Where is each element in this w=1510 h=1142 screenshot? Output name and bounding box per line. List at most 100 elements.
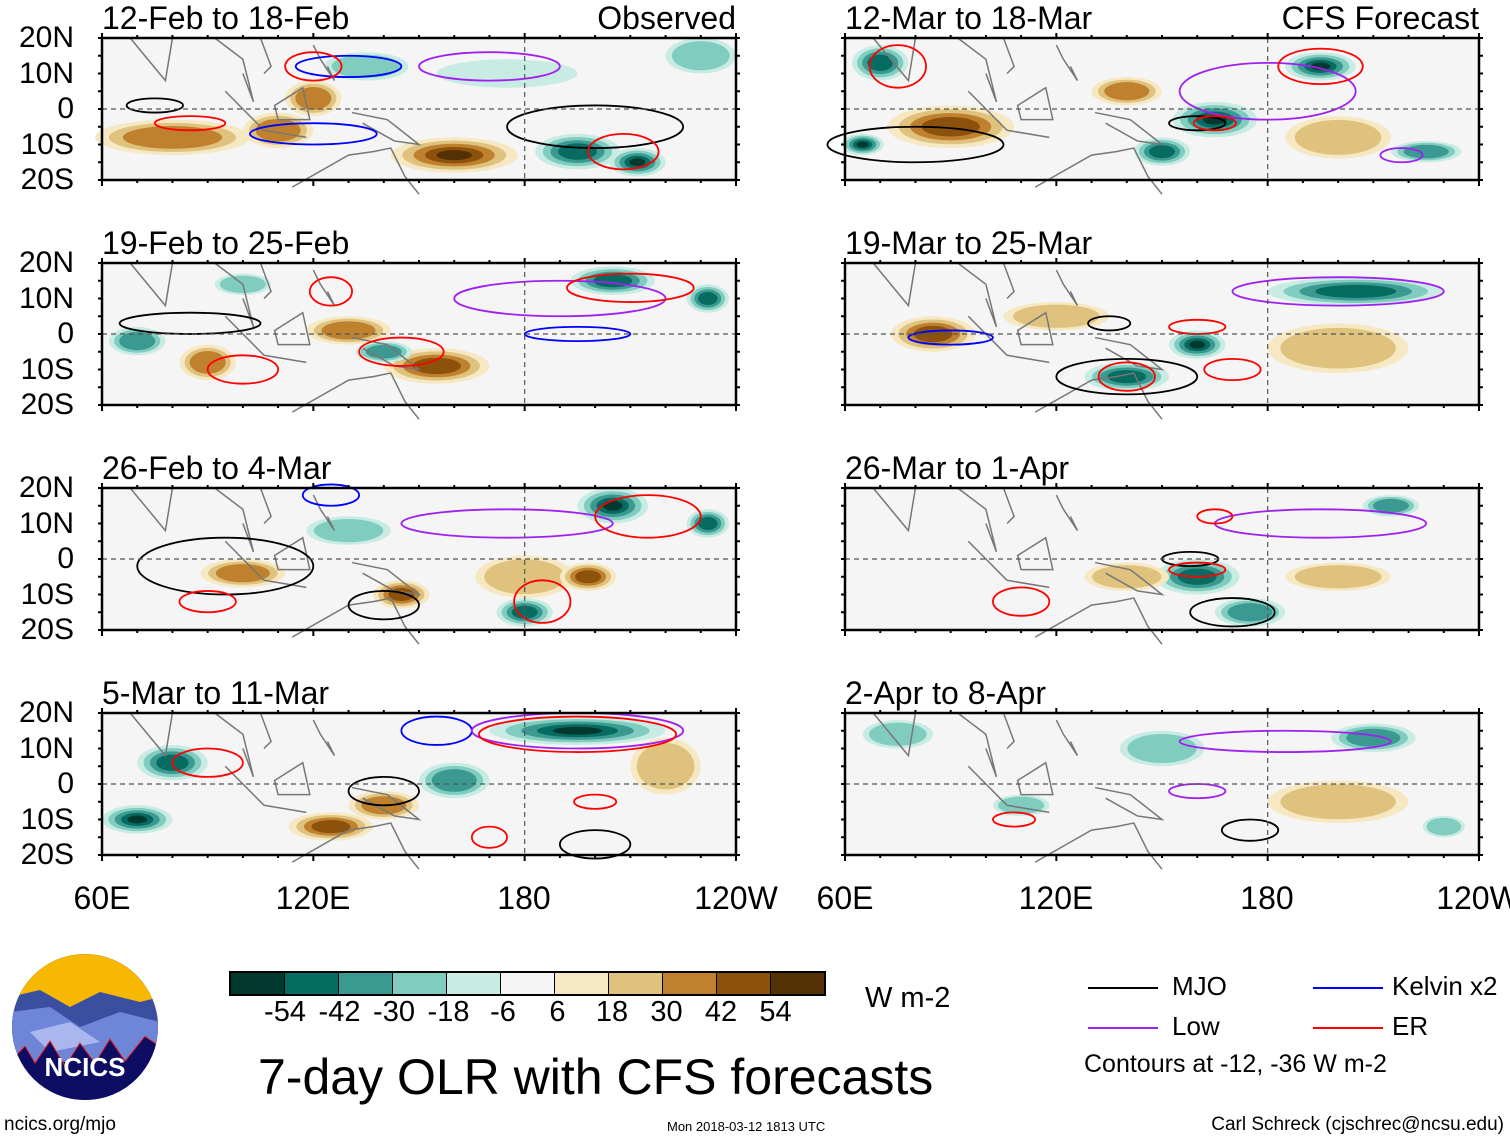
y-tick-label: 20N <box>18 21 74 54</box>
kelvin-contour <box>294 54 403 78</box>
contour-note: Contours at -12, -36 W m-2 <box>1084 1050 1387 1078</box>
olr-blob <box>1013 304 1100 328</box>
olr-blob <box>1372 498 1409 513</box>
olr-blob <box>1426 817 1462 836</box>
olr-blob <box>431 769 477 792</box>
olr-blob <box>698 291 718 306</box>
olr-blob <box>856 141 869 148</box>
olr-blob <box>1280 784 1396 820</box>
legend-er-line <box>1313 1027 1383 1029</box>
y-tick-label: 0 <box>57 92 74 125</box>
er-contour <box>513 579 572 624</box>
colorbar-swatch <box>285 973 339 994</box>
map-panel <box>98 708 740 870</box>
olr-anomalies <box>109 266 729 384</box>
y-tick-label: 10N <box>18 731 74 765</box>
panel-title: 12-Mar to 18-Mar <box>845 0 1093 36</box>
olr-blob <box>484 559 566 595</box>
y-tick-label: 10S <box>20 127 74 161</box>
olr-blob <box>295 86 332 110</box>
coastline <box>872 262 1165 420</box>
coastline <box>872 712 1165 870</box>
y-tick-label: 20S <box>20 613 74 646</box>
olr-blob <box>331 54 401 79</box>
olr-blob <box>1294 119 1382 155</box>
y-tick-label: 10S <box>20 352 74 386</box>
legend-mjo-line <box>1088 987 1158 989</box>
er-contour <box>868 44 927 89</box>
er-contour <box>358 336 445 367</box>
olr-blob <box>1092 565 1162 589</box>
olr-blob <box>313 518 384 543</box>
er-contour <box>1277 47 1364 86</box>
colorbar-tick-label: 6 <box>549 996 566 1028</box>
colorbar-swatch <box>771 973 824 994</box>
mjo-contour <box>347 590 420 621</box>
er-contour <box>308 276 353 307</box>
kelvin-contour <box>523 326 632 343</box>
y-tick-label: 10S <box>20 577 74 611</box>
mjo-contour <box>1220 818 1280 842</box>
er-contour <box>573 793 618 810</box>
y-tick-label: 10S <box>20 802 74 836</box>
er-contour <box>1097 361 1156 392</box>
colorbar-swatch <box>339 973 393 994</box>
er-contour <box>470 825 508 849</box>
mjo-contour <box>1087 315 1132 332</box>
olr-blob <box>867 54 894 72</box>
colorbar-tick-label: 54 <box>759 996 792 1028</box>
figure-title: 7-day OLR with CFS forecasts <box>258 1049 934 1105</box>
colorbar-swatch <box>501 973 555 994</box>
footer-timestamp: Mon 2018-03-12 1813 UTC <box>667 1119 826 1134</box>
er-contour <box>178 590 237 614</box>
er-contour <box>1192 115 1237 132</box>
kelvin-contour <box>301 483 361 507</box>
olr-anomalies <box>890 277 1444 391</box>
er-contour <box>594 494 702 539</box>
map-panel <box>841 708 1483 870</box>
y-tick-label: 10N <box>18 56 74 90</box>
olr-blob <box>1189 340 1206 349</box>
colorbar-tick-label: 30 <box>650 996 683 1028</box>
colorbar-swatch <box>555 973 609 994</box>
olr-blob <box>189 351 226 374</box>
forecast-label: CFS Forecast <box>1281 0 1479 36</box>
panel-title: 12-Feb to 18-Feb <box>102 0 350 36</box>
mjo-contour <box>1055 357 1199 396</box>
footer-url: ncics.org/mjo <box>4 1114 116 1135</box>
er-contour <box>1203 357 1262 382</box>
olr-blob <box>998 796 1045 815</box>
olr-blob <box>119 332 156 351</box>
coastline <box>129 487 422 645</box>
er-contour <box>153 115 227 132</box>
olr-blob <box>1149 145 1175 159</box>
map-panel <box>98 258 740 420</box>
footer-credit: Carl Schreck (cjschrec@ncsu.edu) <box>1211 1114 1504 1135</box>
mjo-contour <box>558 829 632 860</box>
colorbar-swatch <box>393 973 447 994</box>
olr-blob <box>575 570 602 584</box>
olr-anomalies <box>102 716 701 841</box>
er-contour <box>992 586 1051 617</box>
colorbar-tick-label: -6 <box>490 996 516 1028</box>
map-panel <box>841 483 1483 645</box>
kelvin-contour <box>249 122 378 146</box>
er-contour <box>171 747 244 778</box>
mjo-contour <box>506 104 685 149</box>
er-contour <box>992 811 1037 828</box>
olr-blob <box>552 726 603 735</box>
olr-blob <box>1403 144 1449 159</box>
kelvin-contour <box>907 329 994 346</box>
map-panel <box>94 33 740 195</box>
x-tick-label: 120W <box>1436 880 1510 916</box>
colorbar-tick-label: -30 <box>373 996 415 1028</box>
map-panel <box>841 258 1483 420</box>
mjo-contour <box>1189 597 1276 628</box>
colorbar-swatch <box>663 973 717 994</box>
panel-title: 2-Apr to 8-Apr <box>845 675 1046 711</box>
legend-kelvin-line <box>1313 987 1383 989</box>
colorbar-swatch <box>447 973 501 994</box>
coastline <box>129 712 422 870</box>
colorbar-swatch <box>609 973 663 994</box>
